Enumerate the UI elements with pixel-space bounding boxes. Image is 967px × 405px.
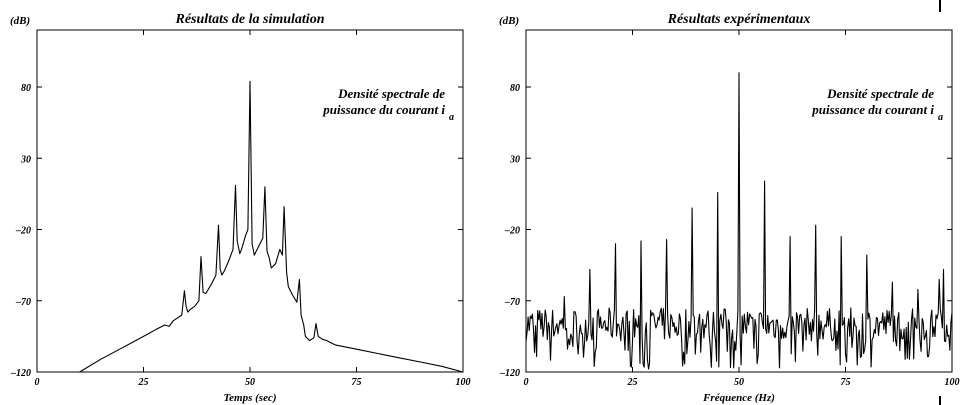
- chart-title: Résultats de la simulation: [175, 12, 325, 27]
- annotation-line-2: puissance du courant i: [811, 102, 934, 117]
- annotation-subscript: a: [449, 112, 454, 123]
- annotation-line-2: puissance du courant i: [322, 102, 445, 117]
- y-tick-label: –120: [499, 368, 520, 379]
- y-axis-label: (dB): [499, 15, 519, 27]
- x-tick-label: 0: [35, 377, 40, 388]
- x-tick-label: 100: [945, 377, 960, 388]
- x-tick-label: 75: [841, 377, 851, 388]
- spectrum-series-line: [79, 80, 464, 373]
- y-tick-label: –70: [15, 297, 31, 308]
- annotation-subscript: a: [938, 112, 943, 123]
- y-axis-label: (dB): [10, 15, 30, 27]
- y-tick-label: 30: [509, 154, 520, 165]
- x-axis-label: Temps (sec): [223, 392, 276, 404]
- annotation-line-1: Densité spectrale de: [826, 86, 934, 101]
- y-tick-label: –20: [15, 226, 31, 237]
- chart-panel-2: Résultats expérimentaux (dB) –120 –70 –20 30 8…: [499, 12, 960, 404]
- x-tick-label: 50: [245, 377, 255, 388]
- y-tick-label: –20: [504, 226, 520, 237]
- x-axis-label: Fréquence (Hz): [702, 392, 775, 404]
- x-tick-label: 0: [524, 377, 529, 388]
- x-tick-label: 100: [456, 377, 471, 388]
- annotation-line-1: Densité spectrale de: [337, 86, 445, 101]
- spectrum-series-line: [525, 72, 953, 370]
- x-tick-label: 25: [627, 377, 638, 388]
- y-tick-label: –70: [504, 297, 520, 308]
- chart-title: Résultats expérimentaux: [667, 12, 811, 27]
- x-tick-label: 25: [138, 377, 149, 388]
- x-tick-label: 50: [734, 377, 744, 388]
- y-tick-label: 30: [20, 154, 31, 165]
- chart-panel-1: Résultats de la simulation (dB) –120 –70 –20…: [10, 12, 471, 404]
- y-tick-label: 80: [21, 83, 31, 94]
- x-tick-label: 75: [352, 377, 362, 388]
- y-tick-label: 80: [510, 83, 520, 94]
- y-tick-label: –120: [10, 368, 31, 379]
